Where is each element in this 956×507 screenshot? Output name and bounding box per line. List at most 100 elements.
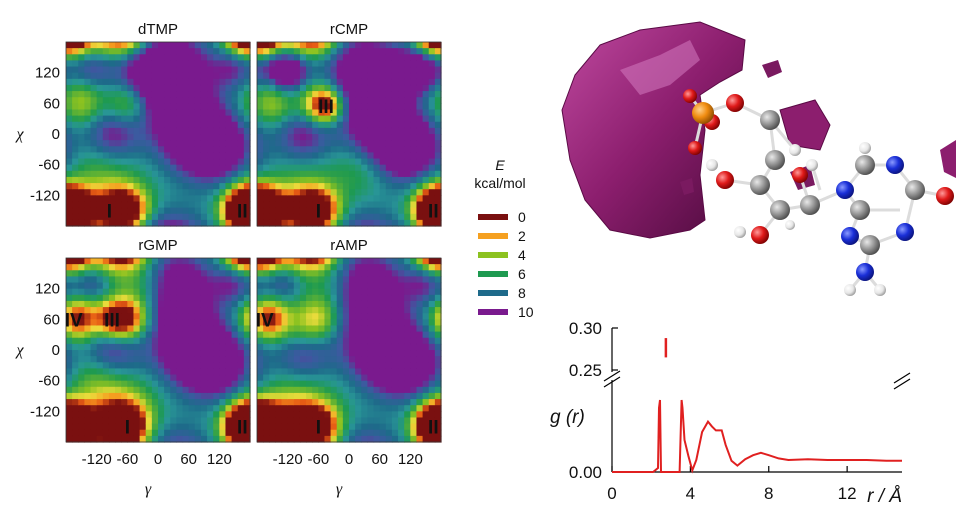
- energy-cell: [176, 103, 184, 111]
- energy-cell: [213, 109, 220, 117]
- energy-cell: [102, 140, 110, 147]
- energy-cell: [115, 417, 122, 425]
- energy-cell: [404, 423, 411, 431]
- energy-cell: [164, 78, 171, 86]
- energy-cell: [108, 195, 116, 203]
- energy-cell: [293, 213, 301, 221]
- energy-cell: [231, 300, 239, 308]
- energy-cell: [257, 417, 264, 425]
- energy-cell: [416, 399, 424, 406]
- energy-cell: [164, 140, 171, 147]
- energy-cell: [164, 374, 171, 382]
- energy-cell: [182, 300, 190, 308]
- energy-cell: [243, 189, 251, 196]
- energy-cell: [121, 134, 128, 141]
- energy-cell: [145, 91, 153, 98]
- energy-cell: [237, 72, 245, 80]
- energy-cell: [158, 374, 165, 382]
- energy-cell: [342, 282, 350, 290]
- energy-cell: [269, 380, 276, 388]
- energy-cell: [127, 127, 135, 135]
- energy-cell: [416, 78, 424, 86]
- energy-cell: [349, 72, 356, 80]
- energy-cell: [367, 423, 375, 431]
- energy-cell: [188, 207, 196, 215]
- x-axis-label: γ: [145, 481, 152, 498]
- energy-cell: [108, 176, 116, 184]
- energy-cell: [367, 91, 375, 98]
- energy-cell: [293, 48, 301, 55]
- energy-cell: [231, 319, 239, 327]
- energy-cell: [158, 134, 165, 141]
- energy-cell: [176, 72, 184, 80]
- energy-cell: [127, 288, 135, 296]
- energy-cell: [398, 264, 405, 271]
- energy-cell: [269, 368, 276, 376]
- energy-cell: [428, 368, 436, 376]
- energy-cell: [115, 399, 122, 406]
- energy-cell: [213, 435, 220, 443]
- energy-cell: [404, 350, 411, 357]
- energy-cell: [349, 109, 356, 117]
- energy-cell: [194, 109, 202, 117]
- energy-cell: [379, 325, 387, 333]
- energy-cell: [379, 140, 387, 147]
- energy-cell: [367, 337, 375, 345]
- energy-cell: [145, 350, 153, 357]
- energy-cell: [398, 282, 405, 290]
- energy-cell: [145, 362, 153, 369]
- energy-cell: [108, 386, 116, 394]
- energy-cell: [194, 189, 202, 196]
- energy-cell: [281, 109, 289, 117]
- energy-cell: [342, 164, 350, 172]
- energy-cell: [361, 146, 368, 153]
- energy-cell: [367, 60, 375, 68]
- energy-cell: [398, 201, 405, 209]
- energy-cell: [66, 134, 73, 141]
- energy-cell: [404, 411, 411, 419]
- energy-cell: [293, 146, 301, 153]
- energy-cell: [78, 423, 85, 431]
- energy-cell: [263, 319, 270, 327]
- energy-cell: [312, 356, 319, 363]
- energy-cell: [269, 72, 276, 80]
- energy-cell: [133, 294, 141, 302]
- energy-cell: [237, 362, 245, 369]
- energy-cell: [318, 66, 326, 74]
- energy-cell: [115, 164, 122, 172]
- energy-cell: [434, 146, 442, 153]
- energy-cell: [336, 170, 344, 178]
- energy-cell: [127, 201, 135, 209]
- energy-cell: [164, 158, 171, 166]
- energy-cell: [367, 72, 375, 80]
- energy-cell: [391, 313, 399, 320]
- energy-cell: [127, 429, 135, 437]
- energy-cell: [367, 109, 375, 117]
- energy-cell: [200, 417, 208, 425]
- energy-cell: [219, 405, 227, 412]
- energy-cell: [66, 66, 73, 74]
- energy-cell: [281, 66, 289, 74]
- energy-cell: [336, 307, 344, 314]
- energy-cell: [434, 288, 442, 296]
- energy-cell: [349, 176, 356, 184]
- energy-cell: [428, 189, 436, 196]
- energy-cell: [275, 183, 283, 190]
- energy-cell: [361, 331, 368, 339]
- energy-cell: [410, 189, 418, 196]
- energy-cell: [96, 392, 104, 400]
- energy-cell: [213, 84, 220, 92]
- energy-cell: [367, 294, 375, 302]
- energy-cell: [385, 48, 393, 55]
- energy-cell: [237, 183, 245, 190]
- energy-cell: [342, 121, 350, 129]
- energy-cell: [207, 307, 214, 314]
- energy-cell: [127, 435, 135, 443]
- energy-cell: [324, 189, 332, 196]
- energy-cell: [219, 72, 227, 80]
- energy-cell: [151, 343, 159, 351]
- energy-cell: [243, 176, 251, 184]
- energy-cell: [151, 313, 159, 320]
- energy-cell: [213, 282, 220, 290]
- energy-cell: [379, 109, 387, 117]
